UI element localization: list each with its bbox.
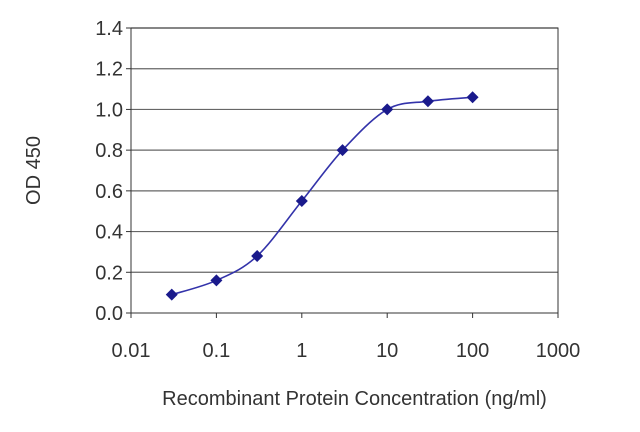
x-tick-label: 100 xyxy=(456,340,489,362)
series-layer xyxy=(165,91,479,301)
y-tick-label: 0.2 xyxy=(95,262,123,284)
y-tick-label: 0.4 xyxy=(95,222,123,244)
x-axis-ticks: 0.01 0.1 1 10 100 1000 xyxy=(112,313,581,362)
data-point xyxy=(210,274,223,287)
x-tick-label: 1 xyxy=(296,340,307,362)
data-point xyxy=(165,288,178,301)
series-line xyxy=(171,96,473,296)
data-point xyxy=(336,144,349,157)
y-tick-label: 0.8 xyxy=(95,140,123,162)
y-tick-label: 1.4 xyxy=(95,18,123,40)
data-point xyxy=(251,250,264,262)
plot-area xyxy=(130,27,559,314)
x-tick-label: 10 xyxy=(376,340,398,362)
y-tick-label: 0.0 xyxy=(95,303,123,325)
x-axis-label: Recombinant Protein Concentration (ng/ml… xyxy=(162,388,547,410)
y-tick-label: 1.0 xyxy=(95,99,123,121)
y-axis-ticks: 0.0 0.2 0.4 0.6 0.8 1.0 1.2 1.4 xyxy=(95,18,131,325)
x-tick-label: 0.01 xyxy=(112,340,151,362)
y-tick-label: 0.6 xyxy=(95,181,123,203)
x-tick-label: 0.1 xyxy=(202,340,230,362)
x-tick-label: 1000 xyxy=(536,340,581,362)
y-tick-label: 1.2 xyxy=(95,59,123,81)
data-point xyxy=(466,91,479,104)
data-point xyxy=(381,103,394,116)
data-point xyxy=(295,195,308,208)
data-point xyxy=(421,95,434,108)
y-axis-label: OD 450 xyxy=(23,136,45,205)
